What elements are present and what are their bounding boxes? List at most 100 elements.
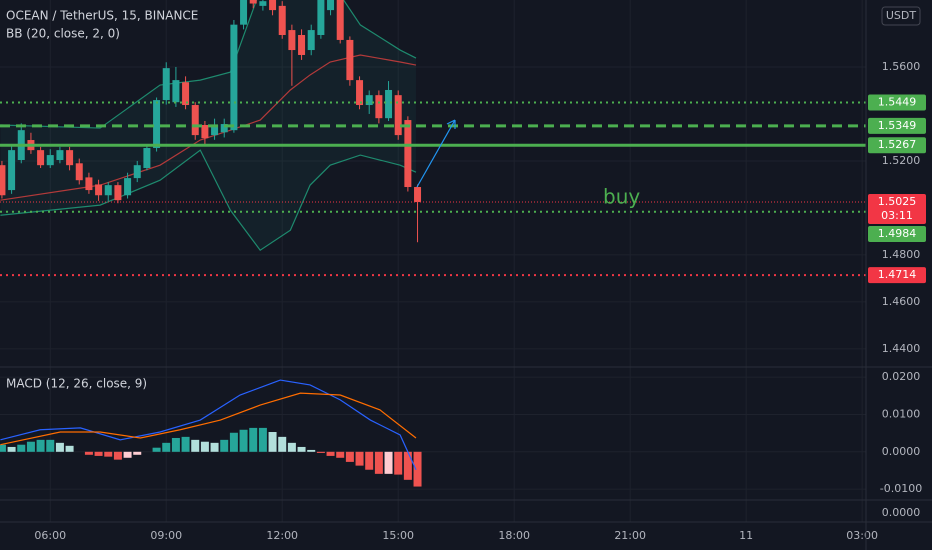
histogram-bar <box>17 444 26 452</box>
histogram-bar <box>307 449 316 452</box>
y-tick-label: 1.5600 <box>882 60 921 73</box>
candle-body <box>172 80 180 103</box>
histogram-bar <box>278 436 287 452</box>
candle-body <box>404 120 412 188</box>
histogram-bar <box>36 439 45 452</box>
currency-box[interactable] <box>881 6 921 26</box>
candle-body <box>249 0 257 4</box>
histogram-bar <box>113 451 122 460</box>
y-tick-label: 1.4400 <box>882 342 921 355</box>
currency[interactable]: USDT <box>886 9 917 22</box>
histogram-bar <box>394 451 403 475</box>
candle-body <box>230 24 238 131</box>
candle-body <box>327 0 335 11</box>
candle-body <box>153 100 161 149</box>
candle-body <box>394 95 402 136</box>
histogram-bar <box>326 451 335 456</box>
candle-body <box>269 0 277 11</box>
histogram-bar <box>258 427 267 452</box>
indicator-label[interactable]: BB (20, close, 2, 0) <box>6 27 120 41</box>
x-tick-label: 21:00 <box>614 529 646 542</box>
price-label-box <box>868 226 926 243</box>
y-tick-label: 0.0100 <box>882 407 921 420</box>
candle-body <box>317 0 325 36</box>
candle-body <box>375 95 383 119</box>
candle-body <box>124 178 132 196</box>
histogram-bar <box>152 447 161 452</box>
candle-body <box>259 1 267 6</box>
candle-body <box>240 0 248 25</box>
macd-line <box>0 379 417 470</box>
band-line <box>0 0 417 129</box>
macd-label[interactable]: MACD (12, 26, close, 9) <box>6 377 147 391</box>
symbol-title[interactable]: OCEAN / TetherUS, 15, BINANCE <box>6 9 198 23</box>
histogram-bar <box>7 446 16 452</box>
histogram-bar <box>26 441 35 452</box>
candle-body <box>307 30 315 51</box>
candle-body <box>365 95 373 106</box>
histogram-bar <box>287 442 296 452</box>
histogram-bar <box>65 445 74 452</box>
x-tick-label: 18:00 <box>498 529 530 542</box>
price-label: 1.5349 <box>878 119 917 132</box>
x-tick-label: 03:00 <box>846 529 878 542</box>
histogram-bar <box>249 427 258 452</box>
candle-body <box>8 150 16 191</box>
x-tick-label: 11 <box>739 529 753 542</box>
candle-body <box>298 35 306 55</box>
candle-body <box>346 39 354 81</box>
histogram-bar <box>355 451 364 466</box>
candle-body <box>133 165 141 179</box>
x-tick-label: 09:00 <box>150 529 182 542</box>
candle-body <box>211 124 219 136</box>
histogram-bar <box>191 439 200 452</box>
x-tick-label: 12:00 <box>266 529 298 542</box>
histogram-bar <box>133 451 142 455</box>
histogram-bar <box>365 451 374 470</box>
histogram-bar <box>84 451 93 455</box>
y-tick-label: 0.0200 <box>882 370 921 383</box>
candle-body <box>75 163 83 181</box>
macd-line <box>0 392 417 446</box>
candle-body <box>191 105 199 136</box>
candle-body <box>143 148 151 168</box>
candle-body <box>85 177 93 191</box>
candle-body <box>182 82 190 106</box>
candle-body <box>288 30 296 51</box>
histogram-bar <box>336 451 345 458</box>
band-line <box>0 149 417 252</box>
histogram-bar <box>403 451 412 480</box>
histogram-bar <box>104 451 113 457</box>
candle-body <box>56 150 64 161</box>
histogram-bar <box>297 446 306 452</box>
candle-body <box>66 150 74 166</box>
histogram-bar <box>220 439 229 452</box>
histogram-bar <box>123 451 132 458</box>
candle-body <box>114 185 122 201</box>
candle-body <box>95 184 103 196</box>
lower-pane-tick: 0.0000 <box>882 506 921 519</box>
price-label-box <box>868 117 926 134</box>
candle-body <box>278 5 286 36</box>
histogram-bar <box>384 451 393 474</box>
price-label: 1.5267 <box>878 138 917 151</box>
histogram-bar <box>413 451 422 487</box>
candle-body <box>356 80 364 106</box>
countdown: 03:11 <box>881 209 913 222</box>
histogram-bar <box>210 442 219 452</box>
histogram-bar <box>94 451 103 456</box>
histogram-bar <box>200 441 209 452</box>
histogram-bar <box>162 442 171 452</box>
candle-body <box>220 124 228 133</box>
candle-body <box>385 89 393 119</box>
candle-body <box>0 165 6 196</box>
price-label: 1.4714 <box>878 268 917 281</box>
histogram-bar <box>374 451 383 474</box>
candle-body <box>336 0 344 40</box>
band-line <box>0 54 417 201</box>
histogram-bar <box>239 429 248 452</box>
histogram-bar <box>46 439 55 452</box>
price-label-box <box>868 267 926 284</box>
price-label: 1.5449 <box>878 95 917 108</box>
